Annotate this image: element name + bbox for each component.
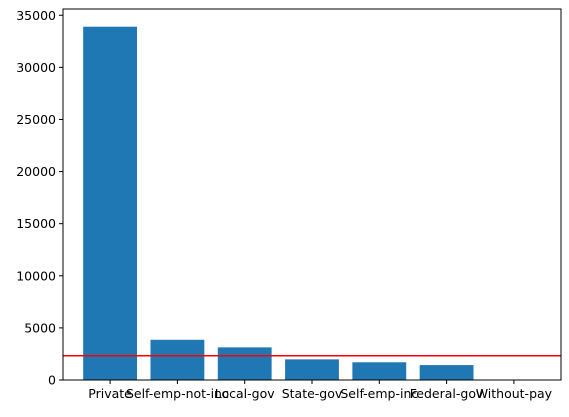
bar-local-gov [218, 347, 272, 380]
bar-private [83, 27, 137, 380]
y-tick-label: 35000 [16, 8, 56, 23]
y-tick-label: 10000 [16, 268, 56, 283]
x-tick-label: Self-emp-inc [340, 386, 418, 401]
x-tick-label: Self-emp-not-inc [126, 386, 229, 401]
y-tick-label: 25000 [16, 112, 56, 127]
axes-frame [63, 9, 561, 380]
bars-layer [83, 27, 541, 380]
y-tick-label: 5000 [24, 320, 56, 335]
y-tick-label: 0 [48, 373, 56, 388]
bar-self-emp-not-inc [150, 340, 204, 380]
bar-federal-gov [420, 365, 474, 380]
x-tick-label: Local-gov [215, 386, 275, 401]
x-tick-label: State-gov [282, 386, 343, 401]
bar-self-emp-inc [352, 362, 406, 380]
bar-state-gov [285, 359, 339, 380]
y-tick-label: 15000 [16, 216, 56, 231]
y-axis-ticks: 0 5000 10000 15000 20000 25000 30000 35000 [16, 8, 63, 388]
x-tick-label: Without-pay [476, 386, 553, 401]
y-tick-label: 20000 [16, 164, 56, 179]
y-tick-label: 30000 [16, 60, 56, 75]
x-tick-label: Federal-gov [410, 386, 484, 401]
